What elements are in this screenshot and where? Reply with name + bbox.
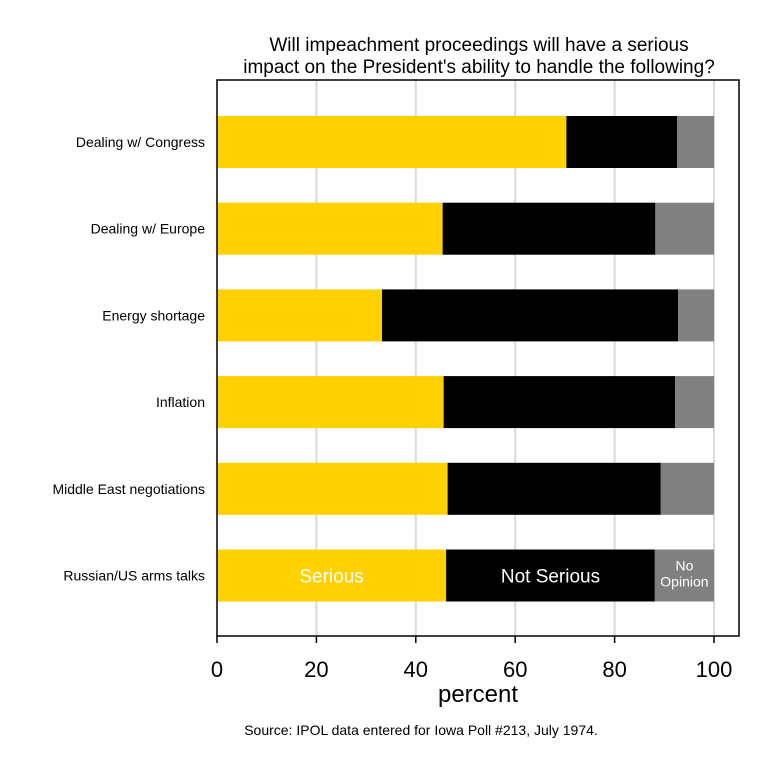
bar-serious bbox=[217, 376, 444, 429]
category-label: Russian/US arms talks bbox=[63, 568, 205, 584]
chart-title-line-1: Will impeachment proceedings will have a… bbox=[269, 35, 688, 56]
series-label-not-serious: Not Serious bbox=[501, 567, 600, 588]
bar-not-serious bbox=[443, 376, 676, 429]
x-tick-label: 80 bbox=[602, 657, 626, 682]
bars bbox=[217, 116, 714, 602]
x-tick-label: 20 bbox=[304, 657, 328, 682]
bar-serious bbox=[217, 462, 448, 515]
bar-no-opinion bbox=[660, 462, 714, 515]
x-axis-label: percent bbox=[438, 681, 518, 708]
chart-title-line-2: impact on the President's ability to han… bbox=[243, 57, 715, 78]
gridlines bbox=[315, 80, 715, 636]
category-label: Inflation bbox=[156, 394, 205, 410]
category-label: Middle East negotiations bbox=[52, 481, 205, 497]
category-label: Dealing w/ Europe bbox=[91, 221, 206, 237]
bar-serious bbox=[217, 202, 443, 255]
bar-not-serious bbox=[446, 549, 655, 602]
bar-no-opinion bbox=[677, 116, 714, 168]
bar-not-serious bbox=[382, 289, 679, 342]
bar-not-serious bbox=[566, 116, 678, 168]
bar-no-opinion bbox=[678, 289, 714, 342]
category-labels: Dealing w/ Congress Dealing w/ Europe Ener… bbox=[52, 134, 205, 584]
x-tick-label: 60 bbox=[503, 657, 527, 682]
bar-no-opinion bbox=[675, 376, 714, 429]
bar-serious bbox=[217, 289, 383, 342]
x-axis: 0 20 40 60 80 100 bbox=[211, 636, 732, 682]
source-note: Source: IPOL data entered for Iowa Poll … bbox=[244, 722, 598, 738]
x-tick-label: 100 bbox=[696, 657, 733, 682]
x-tick-label: 40 bbox=[404, 657, 428, 682]
category-label: Dealing w/ Congress bbox=[76, 134, 205, 150]
bar-no-opinion bbox=[654, 549, 714, 602]
series-label-no-opinion: Opinion bbox=[660, 574, 708, 590]
bar-no-opinion bbox=[655, 202, 714, 255]
series-label-no-opinion: No bbox=[675, 558, 693, 574]
bar-serious bbox=[217, 549, 447, 602]
bar-not-serious bbox=[442, 202, 656, 255]
x-tick-label: 0 bbox=[211, 657, 223, 682]
plot-frame bbox=[216, 79, 740, 637]
bar-not-serious bbox=[447, 462, 661, 515]
category-label: Energy shortage bbox=[102, 307, 205, 323]
bar-serious bbox=[217, 116, 567, 168]
series-label-serious: Serious bbox=[299, 567, 363, 588]
